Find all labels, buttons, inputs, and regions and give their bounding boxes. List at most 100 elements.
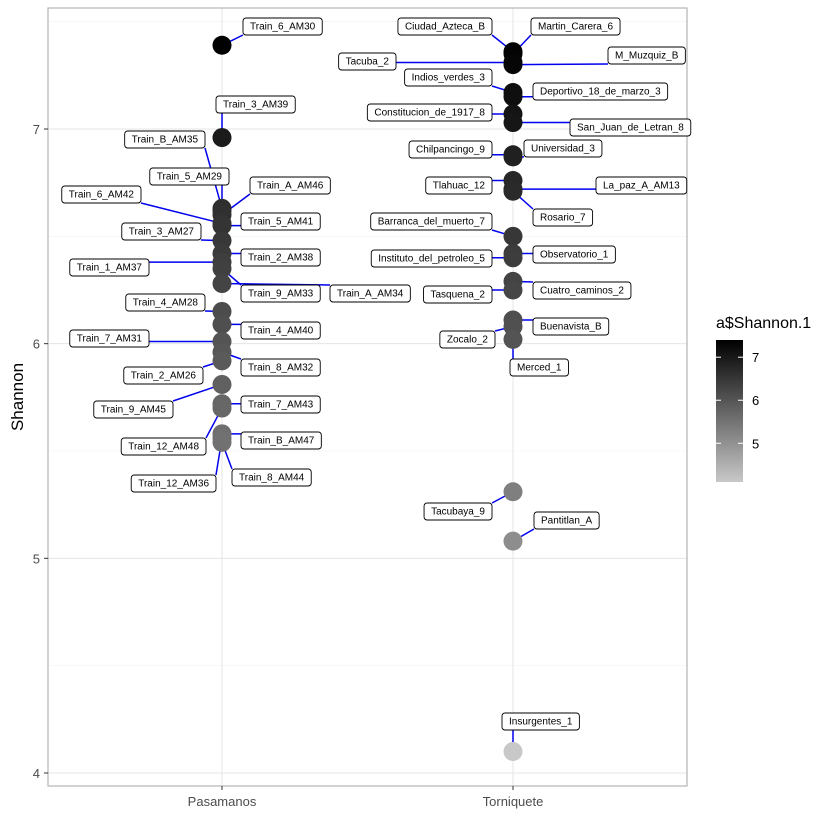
data-point [503, 280, 523, 300]
point-label-box [569, 118, 692, 137]
data-point [212, 128, 232, 148]
point-label-text: Buenavista_B [540, 322, 602, 333]
point-label-text: Train_6_AM30 [250, 22, 316, 33]
point-label: Constitucion_de_1917_8 [366, 103, 493, 122]
point-label-box [240, 284, 321, 303]
point-label: Train_2_AM38 [240, 248, 321, 267]
point-label: M_Muzquiz_B [607, 46, 686, 65]
y-tick-label: 5 [33, 551, 40, 566]
point-label-text: Train_A_AM34 [337, 289, 404, 300]
point-label-text: M_Muzquiz_B [615, 51, 679, 62]
legend-tick-label: 5 [752, 436, 759, 451]
data-point [503, 181, 523, 201]
point-label: Merced_1 [509, 358, 569, 377]
point-label-text: Train_7_AM31 [77, 334, 143, 345]
point-label-box [532, 245, 616, 264]
point-label-box [240, 395, 321, 414]
data-point [212, 351, 232, 371]
point-label-text: Chilpancingo_9 [416, 145, 485, 156]
data-point [503, 482, 523, 502]
point-label-box [215, 95, 296, 114]
point-label: Chilpancingo_9 [408, 140, 493, 159]
point-label: Tacubaya_9 [423, 502, 493, 521]
point-label-text: Martin_Carera_6 [538, 22, 613, 33]
point-label-text: Ciudad_Azteca_B [405, 22, 485, 33]
point-label: Deportivo_18_de_marzo_3 [532, 82, 669, 101]
point-label-text: Pantitlan_A [541, 516, 592, 527]
y-axis-ticks: 4 5 6 7 [33, 122, 48, 781]
point-label-text: Tlahuac_12 [433, 181, 486, 192]
point-label: Train_6_AM30 [242, 17, 323, 36]
data-point [503, 87, 523, 107]
point-label-text: Train_9_AM33 [248, 289, 314, 300]
point-label: Train_8_AM44 [231, 468, 312, 487]
point-label-box [240, 431, 322, 450]
point-label-box [93, 400, 174, 419]
point-label-text: San_Juan_de_Letran_8 [577, 123, 684, 134]
point-label: Zocalo_2 [439, 330, 496, 349]
point-label: Train_9_AM33 [240, 284, 321, 303]
point-label-text: Train_12_AM48 [128, 442, 199, 453]
point-label-text: Train_2_AM26 [131, 371, 197, 382]
point-label-box [249, 176, 331, 195]
data-point [212, 398, 232, 418]
point-label-text: Train_8_AM44 [239, 473, 305, 484]
point-label-text: Train_B_AM47 [248, 436, 315, 447]
data-point [212, 314, 232, 334]
x-axis-ticks: Pasamanos Torniquete [188, 786, 544, 809]
point-label-text: Insurgentes_1 [509, 717, 573, 728]
point-label: Train_9_AM45 [93, 400, 174, 419]
point-label-text: Constitucion_de_1917_8 [374, 108, 485, 119]
point-label-text: Train_4_AM40 [248, 326, 314, 337]
point-label: Train_12_AM36 [130, 474, 217, 493]
point-label-text: La_paz_A_AM13 [603, 181, 680, 192]
point-label-text: Train_1_AM37 [77, 263, 143, 274]
legend-tick-label: 7 [752, 350, 759, 365]
point-label-text: Universidad_3 [531, 144, 595, 155]
data-point [212, 432, 232, 452]
point-label: Tacuba_2 [338, 52, 397, 71]
point-label-box [423, 502, 493, 521]
point-label-text: Train_9_AM45 [101, 405, 167, 416]
data-point [212, 374, 232, 394]
point-label: Ciudad_Azteca_B [397, 17, 493, 36]
point-label-box [532, 82, 669, 101]
point-label: Train_3_AM39 [215, 95, 296, 114]
data-point [503, 329, 523, 349]
point-label-box [120, 437, 207, 456]
point-label-box [397, 17, 493, 36]
point-label: Pantitlan_A [533, 511, 600, 530]
plot-border [47, 7, 688, 787]
point-label-text: Train_7_AM43 [248, 400, 314, 411]
point-label: Observatorio_1 [532, 245, 616, 264]
point-label-box [423, 285, 493, 304]
y-axis-title: Shannon [8, 363, 27, 431]
point-label-box [231, 468, 312, 487]
point-label-text: Indios_verdes_3 [412, 73, 486, 84]
data-point [503, 147, 523, 167]
point-label-text: Train_5_AM41 [248, 217, 314, 228]
point-label: Train_B_AM47 [240, 431, 322, 450]
point-label-box [404, 68, 493, 87]
point-label-box [532, 281, 632, 300]
point-label-text: Tasquena_2 [431, 290, 486, 301]
point-label: Train_B_AM35 [124, 130, 206, 149]
point-label-text: Train_8_AM32 [248, 363, 314, 374]
x-tick-label: Torniquete [483, 794, 544, 809]
legend-colorbar [716, 340, 743, 482]
point-label-text: Train_6_AM42 [69, 190, 135, 201]
point-label: Train_5_AM29 [149, 167, 230, 186]
leader-line [512, 63, 609, 66]
point-label-text: Tacubaya_9 [431, 507, 485, 518]
point-label: Train_6_AM42 [61, 185, 142, 204]
point-label-box [408, 140, 493, 159]
point-label: La_paz_A_AM13 [595, 176, 688, 195]
y-tick-label: 6 [33, 337, 40, 352]
point-label-text: Tacuba_2 [346, 57, 390, 68]
point-label-text: Train_B_AM35 [132, 135, 199, 146]
point-label-box [439, 330, 496, 349]
point-label-box [530, 17, 621, 36]
point-label-box [149, 167, 230, 186]
point-label-text: Barranca_del_muerto_7 [378, 217, 486, 228]
y-tick-label: 4 [33, 766, 40, 781]
